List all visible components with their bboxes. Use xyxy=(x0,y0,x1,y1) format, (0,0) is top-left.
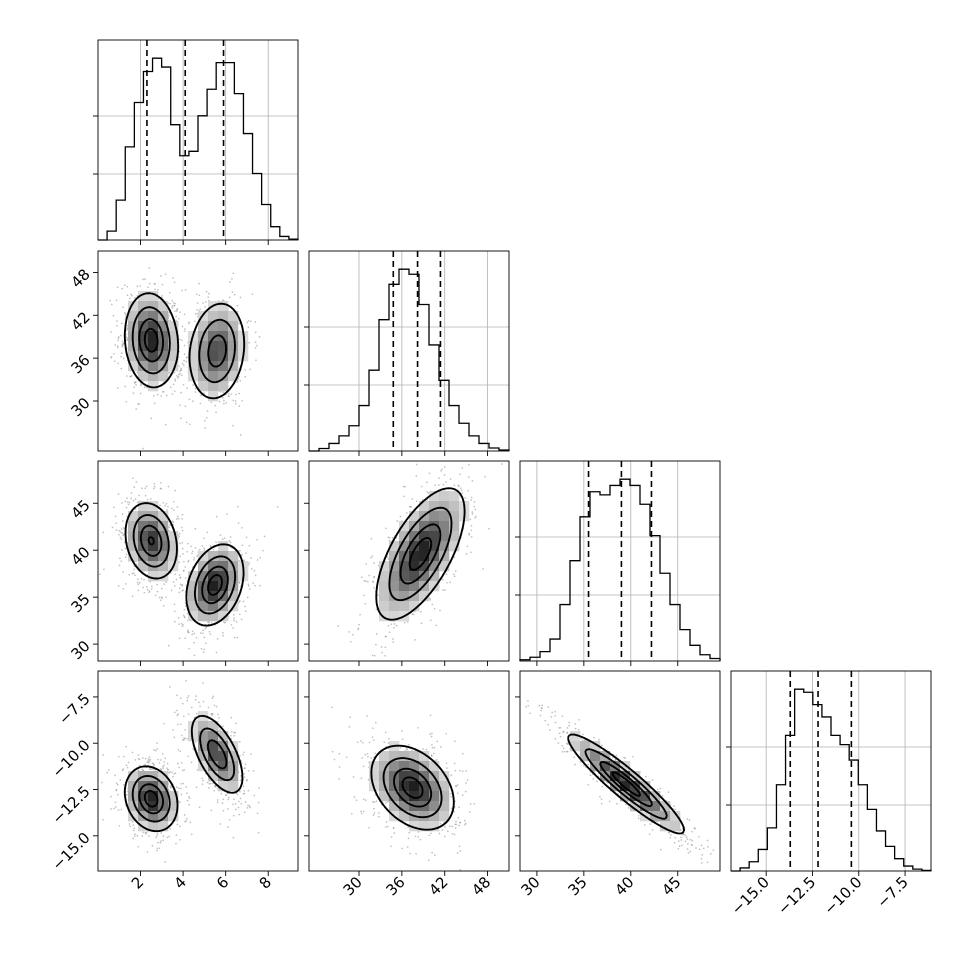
y-tick-label-2-3: 45 xyxy=(67,496,93,522)
x-tick-label-1-1: 36 xyxy=(382,873,408,899)
histogram-2 xyxy=(519,478,721,661)
x-tick-label-1-2: 42 xyxy=(425,873,451,899)
panel-frame-2-3 xyxy=(519,670,721,872)
x-tick-label-1-3: 48 xyxy=(468,873,494,899)
x-tick-label-3-0: −15.0 xyxy=(728,873,773,918)
density-blocks-1-2 xyxy=(379,491,470,622)
x-tick-label-2-2: 40 xyxy=(611,873,637,899)
x-tick-label-3-1: −12.5 xyxy=(774,873,819,918)
density-blocks-2-3 xyxy=(570,731,681,832)
contours-0-1 xyxy=(123,292,246,400)
y-tick-label-2-0: 30 xyxy=(67,637,93,663)
histogram-0 xyxy=(98,57,299,241)
panel-frame-1-2 xyxy=(308,460,510,662)
panel-frame-1-1 xyxy=(308,250,510,452)
panel-frame-1-3 xyxy=(308,670,510,872)
frames-layer xyxy=(97,39,932,872)
contours-0-2 xyxy=(124,502,245,627)
contours-2-3 xyxy=(567,733,685,835)
panel-frame-0-2 xyxy=(97,460,299,662)
y-tick-label-1-1: 36 xyxy=(67,351,93,377)
x-tick-label-1-0: 30 xyxy=(340,873,366,899)
x-tick-label-3-3: −7.5 xyxy=(873,873,911,911)
density-blocks-1-3 xyxy=(369,741,450,832)
histogram-1 xyxy=(309,268,510,452)
marks-layer xyxy=(93,40,932,876)
contours-0-3 xyxy=(123,714,244,833)
panel-frame-3-3 xyxy=(730,670,932,872)
x-tick-label-0-3: 8 xyxy=(256,873,275,892)
x-tick-label-2-0: 30 xyxy=(518,873,544,899)
contours-1-3 xyxy=(370,744,455,831)
y-tick-label-2-2: 40 xyxy=(67,543,93,569)
x-tick-label-0-0: 2 xyxy=(128,873,147,892)
y-tick-label-3-3: −7.5 xyxy=(55,690,93,728)
scatter-points-0-2 xyxy=(99,477,279,657)
histogram-3 xyxy=(731,688,932,872)
y-tick-label-1-2: 42 xyxy=(67,308,93,334)
density-layer xyxy=(99,267,715,871)
panel-frame-0-1 xyxy=(97,250,299,452)
contours-1-2 xyxy=(375,487,466,621)
x-tick-label-3-2: −10.0 xyxy=(820,873,865,918)
y-tick-label-3-2: −10.0 xyxy=(48,736,93,781)
panel-frame-2-2 xyxy=(519,460,721,662)
y-tick-label-3-0: −15.0 xyxy=(48,829,93,874)
x-tick-label-2-1: 35 xyxy=(564,873,590,899)
panel-frame-0-0 xyxy=(97,39,299,241)
x-tick-label-2-3: 45 xyxy=(658,873,684,899)
x-tick-label-0-1: 4 xyxy=(170,873,189,892)
y-tick-label-1-0: 30 xyxy=(67,394,93,420)
y-tick-label-1-3: 48 xyxy=(67,265,93,291)
x-tick-label-0-2: 6 xyxy=(213,873,232,892)
y-tick-label-2-1: 35 xyxy=(67,590,93,616)
panel-frame-0-3 xyxy=(97,670,299,872)
y-tick-label-3-1: −12.5 xyxy=(48,782,93,827)
